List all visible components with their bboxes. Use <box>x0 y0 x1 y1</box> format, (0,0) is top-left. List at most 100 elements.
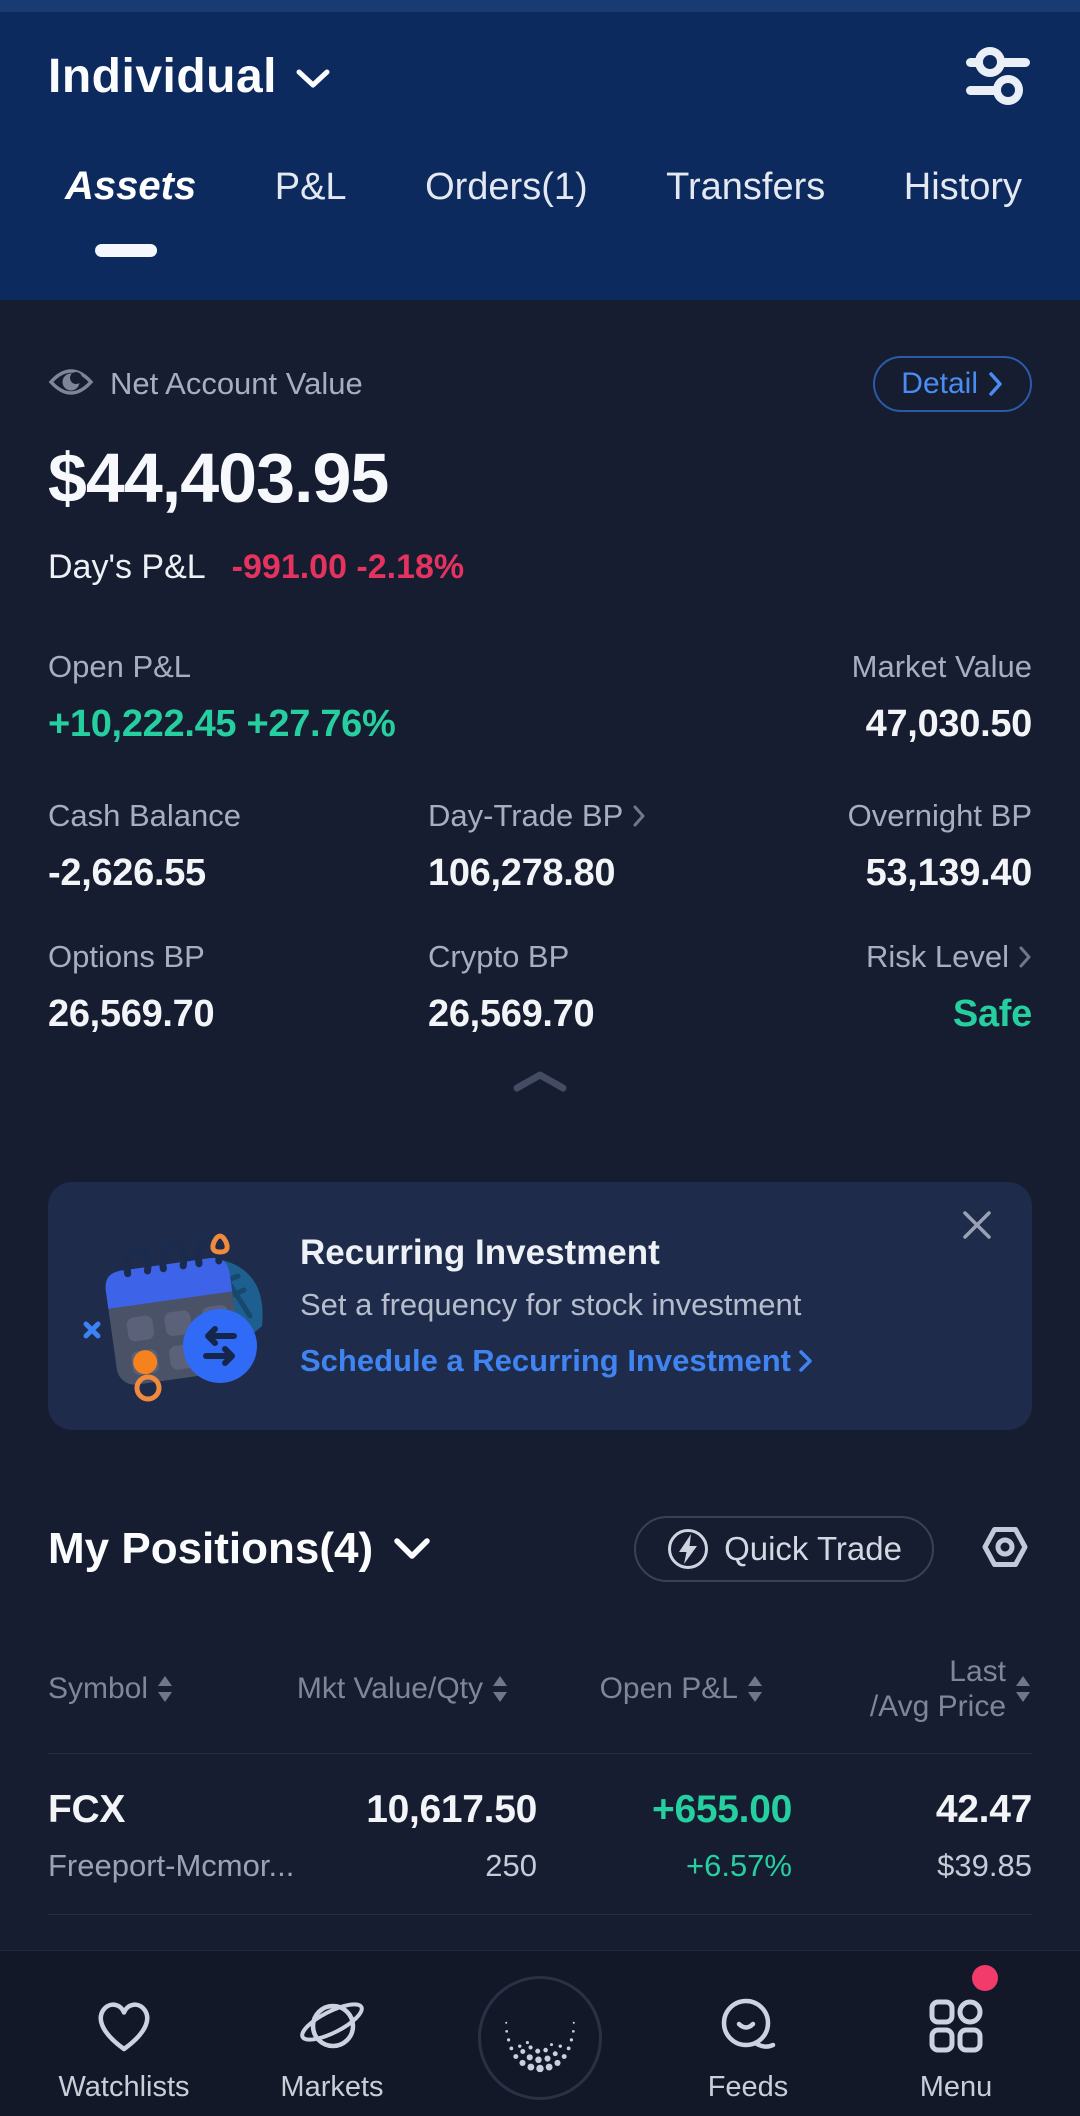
account-selector-row: Individual <box>0 0 1080 110</box>
day-trade-bp-value: 106,278.80 <box>428 852 616 894</box>
tab-transfers[interactable]: Transfers <box>666 166 826 208</box>
stat-crypto-bp: Crypto BP 26,569.70 <box>428 939 730 1036</box>
nav-menu[interactable]: Menu <box>852 1951 1060 2116</box>
filter-sliders-icon[interactable] <box>962 42 1036 110</box>
positions-settings-icon[interactable] <box>978 1520 1032 1579</box>
schedule-recurring-link-label: Schedule a Recurring Investment <box>300 1343 791 1378</box>
detail-button-label: Detail <box>901 367 978 400</box>
stat-overnight-bp: Overnight BP 53,139.40 <box>730 798 1033 895</box>
chevron-right-icon <box>633 805 645 827</box>
overnight-bp-label: Overnight BP <box>847 798 1032 833</box>
column-mkt-value-qty[interactable]: Mkt Value/Qty <box>278 1672 509 1706</box>
detail-button[interactable]: Detail <box>873 356 1032 412</box>
banner-subtitle: Set a frequency for stock investment <box>300 1287 802 1322</box>
quick-trade-label: Quick Trade <box>724 1530 902 1567</box>
market-value-label: Market Value <box>851 649 1032 684</box>
cash-balance-label: Cash Balance <box>48 798 242 833</box>
recurring-investment-banner: Recurring Investment Set a frequency for… <box>48 1182 1032 1430</box>
open-pl-value: +10,222.45 +27.76% <box>48 703 396 745</box>
column-last-label: Last <box>949 1655 1006 1688</box>
positions-title-dropdown[interactable]: My Positions(4) <box>48 1524 431 1574</box>
chevron-right-icon <box>989 372 1002 396</box>
stat-risk-level[interactable]: Risk Level Safe <box>730 939 1032 1036</box>
nav-markets[interactable]: Markets <box>228 1951 436 2116</box>
collapse-panel-button[interactable] <box>48 1070 1032 1092</box>
net-account-value-row: Net Account Value Detail <box>48 356 1032 412</box>
menu-grid-icon <box>925 1987 987 2065</box>
column-last-avg-price[interactable]: Last /Avg Price <box>764 1654 1032 1725</box>
account-stats: Open P&L +10,222.45 +27.76% Market Value… <box>48 649 1032 1036</box>
header: Individual Assets P&L Orders(1) Transfer… <box>0 0 1080 300</box>
stat-day-trade-bp[interactable]: Day-Trade BP 106,278.80 <box>428 798 730 895</box>
tab-orders[interactable]: Orders(1) <box>425 166 588 208</box>
column-symbol[interactable]: Symbol <box>48 1672 278 1706</box>
flash-icon <box>668 1529 709 1569</box>
position-open-pl: +655.00 <box>652 1787 792 1831</box>
recurring-illustration <box>83 1233 263 1402</box>
close-icon[interactable] <box>960 1208 994 1247</box>
bottom-nav: Watchlists Markets <box>0 1950 1080 2116</box>
stat-market-value: Market Value 47,030.50 <box>730 649 1033 746</box>
positions-title: My Positions(4) <box>48 1524 374 1573</box>
column-open-pl-label: Open P&L <box>599 1672 738 1706</box>
open-pl-label: Open P&L <box>48 649 192 684</box>
nav-watchlists[interactable]: Watchlists <box>20 1951 228 2116</box>
tab-assets[interactable]: Assets <box>65 164 196 239</box>
tab-pl[interactable]: P&L <box>274 166 347 208</box>
nav-feeds[interactable]: Feeds <box>644 1951 852 2116</box>
net-account-value-label: Net Account Value <box>110 366 363 401</box>
crypto-bp-value: 26,569.70 <box>428 993 595 1035</box>
heart-icon <box>93 1987 155 2065</box>
days-pl-row: Day's P&L -991.00 -2.18% <box>48 548 1032 587</box>
nav-markets-label: Markets <box>280 2071 384 2103</box>
position-row-fcx[interactable]: FCX Freeport-Mcmor... 10,617.50 250 +655… <box>48 1754 1032 1915</box>
cash-balance-value: -2,626.55 <box>48 852 206 894</box>
column-open-pl[interactable]: Open P&L <box>509 1672 764 1706</box>
position-name: Freeport-Mcmor... <box>48 1847 295 1883</box>
stat-options-bp: Options BP 26,569.70 <box>48 939 428 1036</box>
chat-bubble-icon <box>715 1987 781 2065</box>
positions-header-row: My Positions(4) Quick Trade <box>48 1516 1032 1582</box>
account-name[interactable]: Individual <box>48 49 278 103</box>
chevron-down-icon[interactable] <box>295 68 331 95</box>
nav-menu-label: Menu <box>919 2071 993 2103</box>
nav-watchlists-label: Watchlists <box>58 2071 190 2103</box>
day-trade-bp-label: Day-Trade BP <box>428 798 624 833</box>
column-mkt-value-qty-label: Mkt Value/Qty <box>296 1672 483 1706</box>
notification-badge <box>972 1965 998 1991</box>
webull-logo-icon <box>478 1976 602 2100</box>
divider <box>48 1752 1032 1754</box>
days-pl-label: Day's P&L <box>48 548 206 586</box>
schedule-recurring-link[interactable]: Schedule a Recurring Investment <box>300 1343 813 1379</box>
assets-card: Net Account Value Detail $44,403.95 Day'… <box>0 300 1080 2116</box>
tab-history[interactable]: History <box>903 166 1022 208</box>
position-last-price: 42.47 <box>935 1787 1032 1831</box>
position-mkt-value: 10,617.50 <box>366 1787 537 1831</box>
chevron-right-icon <box>1019 946 1031 968</box>
quick-trade-button[interactable]: Quick Trade <box>634 1516 934 1582</box>
eye-icon[interactable] <box>48 367 94 402</box>
position-qty: 250 <box>485 1847 537 1883</box>
banner-title: Recurring Investment <box>300 1233 660 1272</box>
sort-icon <box>158 1676 173 1703</box>
sort-icon <box>1016 1676 1030 1703</box>
position-avg-price: $39.85 <box>937 1847 1032 1883</box>
overnight-bp-value: 53,139.40 <box>865 852 1033 894</box>
position-open-pl-pct: +6.57% <box>685 1847 792 1883</box>
account-tabs: Assets P&L Orders(1) Transfers History <box>0 164 1080 239</box>
stat-open-pl: Open P&L +10,222.45 +27.76% <box>48 649 730 746</box>
nav-home-logo[interactable] <box>436 1951 644 2116</box>
net-account-value: $44,403.95 <box>48 439 389 517</box>
column-avg-price-label: /Avg Price <box>869 1690 1006 1724</box>
column-symbol-label: Symbol <box>48 1672 149 1706</box>
days-pl-value: -991.00 -2.18% <box>231 548 465 586</box>
sort-icon <box>748 1676 762 1703</box>
status-bar-strip <box>0 0 1080 12</box>
crypto-bp-label: Crypto BP <box>428 939 570 974</box>
options-bp-label: Options BP <box>48 939 205 974</box>
stat-cash-balance: Cash Balance -2,626.55 <box>48 798 428 895</box>
risk-level-label: Risk Level <box>866 939 1009 974</box>
risk-level-value: Safe <box>952 993 1032 1035</box>
planet-icon <box>296 1987 368 2065</box>
